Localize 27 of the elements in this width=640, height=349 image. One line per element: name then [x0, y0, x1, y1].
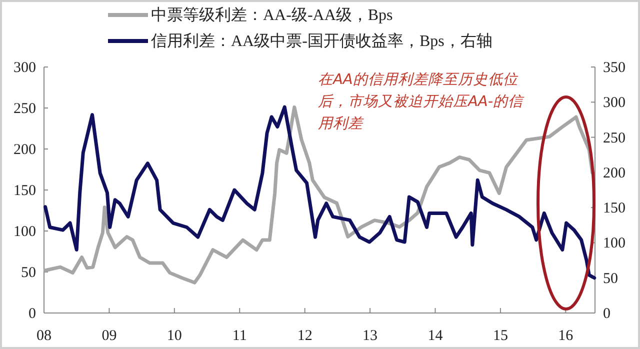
x-tick-label: 15 [492, 328, 508, 344]
x-tick-label: 14 [428, 328, 444, 344]
y2-tick-label: 250 [603, 130, 626, 146]
y2-tick-label: 350 [603, 60, 626, 76]
x-tick-label: 12 [297, 328, 312, 344]
y-tick-label: 100 [14, 224, 36, 240]
annotation: 在AA的信用利差降至历史低位后，市场又被迫开始压AA-的信用利差 [318, 72, 524, 132]
y2-tick-label: 100 [603, 236, 626, 252]
y2-tick-label: 50 [603, 270, 618, 287]
y-tick-label: 200 [14, 142, 36, 158]
y2-tick-label: 150 [603, 200, 626, 217]
x-tick-label: 13 [362, 328, 378, 344]
y-tick-label: 300 [14, 60, 36, 76]
x-tick-label: 10 [166, 328, 182, 344]
x-tick-label: 08 [36, 328, 52, 344]
y-tick-label: 150 [14, 183, 36, 199]
x-tick-label: 16 [558, 328, 574, 344]
y2-tick-label: 0 [603, 306, 610, 322]
y2-tick-label: 300 [603, 95, 626, 112]
x-tick-label: 11 [232, 328, 247, 344]
y2-tick-label: 200 [603, 165, 626, 182]
y-tick-label: 250 [14, 101, 36, 117]
legend-label: 信用利差：AA级中票-国开债收益率，Bps，右轴 [151, 32, 492, 50]
x-tick-label: 09 [102, 328, 117, 344]
y-tick-label: 0 [28, 306, 36, 322]
legend-label: 中票等级利差：AA-级-AA级，Bps [151, 6, 393, 24]
y-tick-label: 50 [21, 265, 36, 281]
